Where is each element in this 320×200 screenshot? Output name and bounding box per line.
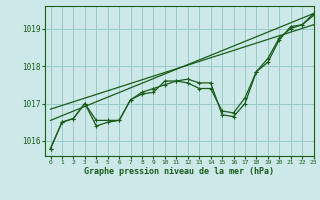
X-axis label: Graphe pression niveau de la mer (hPa): Graphe pression niveau de la mer (hPa)	[84, 167, 274, 176]
